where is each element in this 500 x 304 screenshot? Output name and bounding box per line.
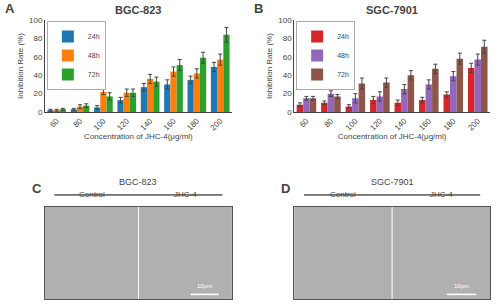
svg-text:SGC-7901: SGC-7901 — [371, 177, 414, 187]
svg-text:100: 100 — [92, 116, 108, 132]
svg-text:A: A — [5, 1, 15, 16]
svg-text:120: 120 — [368, 116, 384, 132]
svg-text:180: 180 — [185, 116, 201, 132]
svg-text:JHC-4: JHC-4 — [430, 190, 453, 199]
svg-text:C: C — [32, 181, 42, 196]
svg-text:72h: 72h — [88, 71, 100, 78]
svg-text:80: 80 — [72, 116, 85, 129]
svg-text:60: 60 — [298, 116, 311, 129]
svg-text:60: 60 — [33, 53, 42, 62]
svg-text:B: B — [254, 1, 263, 16]
svg-text:24h: 24h — [337, 33, 349, 40]
svg-text:200: 200 — [209, 116, 225, 132]
svg-text:10μm: 10μm — [197, 283, 212, 289]
svg-text:24h: 24h — [88, 33, 100, 40]
svg-text:Concentration of JHC-4(μg/ml): Concentration of JHC-4(μg/ml) — [84, 132, 193, 141]
svg-text:180: 180 — [442, 116, 458, 132]
svg-text:0: 0 — [287, 108, 292, 117]
svg-text:200: 200 — [466, 116, 482, 132]
svg-text:60: 60 — [283, 53, 292, 62]
svg-text:Concentration of JHC-4(μg/ml): Concentration of JHC-4(μg/ml) — [338, 132, 447, 141]
svg-text:Inhibition Rate (%): Inhibition Rate (%) — [16, 33, 25, 99]
svg-text:40: 40 — [33, 71, 42, 80]
svg-text:80: 80 — [322, 116, 335, 129]
svg-text:BGC-823: BGC-823 — [115, 4, 161, 16]
svg-text:Control: Control — [79, 190, 105, 199]
svg-text:20: 20 — [283, 89, 292, 98]
svg-text:48h: 48h — [88, 52, 100, 59]
svg-text:100: 100 — [344, 116, 360, 132]
svg-text:72h: 72h — [337, 71, 349, 78]
svg-text:40: 40 — [283, 71, 292, 80]
svg-text:JHC-4: JHC-4 — [174, 190, 197, 199]
svg-text:48h: 48h — [337, 52, 349, 59]
svg-text:60: 60 — [48, 116, 61, 129]
svg-text:Inhibition Rate (%): Inhibition Rate (%) — [265, 33, 274, 99]
svg-text:80: 80 — [283, 34, 292, 43]
svg-text:100: 100 — [278, 16, 292, 25]
svg-text:Control: Control — [330, 190, 356, 199]
svg-text:140: 140 — [393, 116, 409, 132]
svg-text:20: 20 — [33, 89, 42, 98]
svg-text:160: 160 — [162, 116, 178, 132]
svg-text:80: 80 — [33, 34, 42, 43]
svg-text:D: D — [281, 181, 290, 196]
svg-text:100: 100 — [29, 16, 43, 25]
svg-text:BGC-823: BGC-823 — [119, 177, 157, 187]
svg-text:10μm: 10μm — [454, 283, 469, 289]
svg-text:0: 0 — [38, 108, 43, 117]
svg-text:160: 160 — [417, 116, 433, 132]
svg-text:120: 120 — [115, 116, 131, 132]
svg-text:140: 140 — [139, 116, 155, 132]
svg-text:SGC-7901: SGC-7901 — [366, 4, 418, 16]
